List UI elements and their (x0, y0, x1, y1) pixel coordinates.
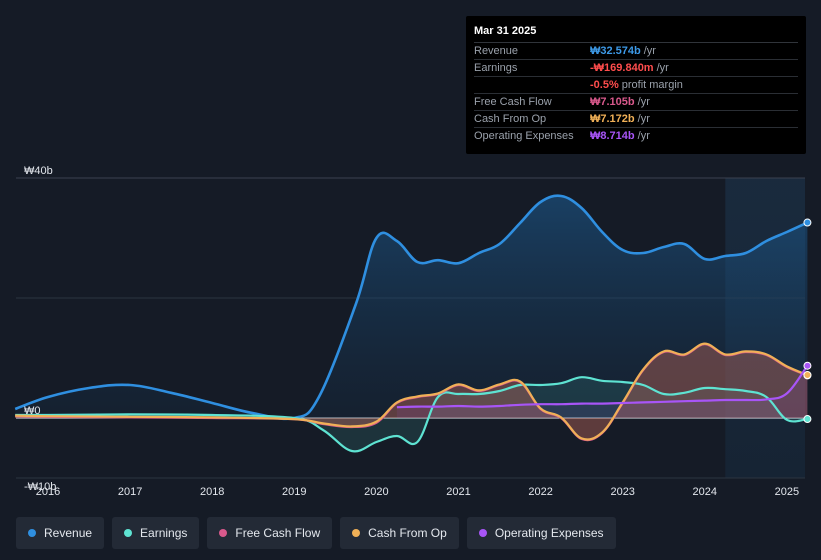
tooltip-row-unit: /yr (637, 96, 650, 108)
revenue-area (15, 195, 808, 419)
legend-label: Cash From Op (368, 526, 447, 540)
x-tick-label: 2017 (118, 486, 142, 498)
earnings-area (15, 377, 808, 452)
tooltip-row-label: Revenue (474, 45, 519, 57)
x-tick-label: 2021 (446, 486, 470, 498)
tooltip-row: -0.5% profit margin (474, 77, 798, 94)
tooltip-row-value: -0.5% (590, 79, 619, 91)
cash-from-op-area (15, 343, 808, 440)
revenue-line (14, 194, 808, 421)
tooltip-row: Free Cash Flow ₩7.105b/yr (474, 94, 798, 111)
tooltip-date: Mar 31 2025 (474, 24, 798, 43)
operating-expenses-line (396, 365, 809, 409)
y-tick-label: ₩0 (24, 405, 41, 417)
x-tick-label: 2019 (282, 486, 306, 498)
earnings-endpoint (803, 415, 812, 424)
legend-item-operating-expenses[interactable]: Operating Expenses (466, 517, 616, 549)
legend-item-earnings[interactable]: Earnings (112, 517, 200, 549)
tooltip-row-unit: profit margin (621, 79, 683, 91)
legend-dot-icon (478, 529, 487, 537)
tooltip-row-value: -₩169.840m (590, 62, 654, 74)
legend-label: Operating Expenses (494, 526, 604, 540)
x-tick-label: 2025 (775, 486, 799, 498)
x-tick-label: 2022 (528, 486, 552, 498)
cash-from-op-endpoint (803, 370, 812, 379)
tooltip-row-label: Earnings (474, 62, 518, 74)
legend-item-cash-from-op[interactable]: Cash From Op (340, 517, 459, 549)
legend-label: Revenue (44, 526, 93, 540)
x-tick-label: 2018 (200, 486, 224, 498)
legend: Revenue Earnings Free Cash Flow Cash From O… (16, 517, 616, 549)
x-tick-label: 2023 (610, 486, 634, 498)
revenue-endpoint (803, 218, 812, 227)
tooltip-row: Earnings -₩169.840m/yr (474, 60, 798, 77)
x-tick-label: 2020 (364, 486, 388, 498)
legend-dot-icon (124, 529, 133, 537)
tooltip-row-label: Cash From Op (474, 113, 547, 125)
operating-expenses-endpoint (803, 361, 812, 370)
tooltip-row: Operating Expenses ₩8.714b/yr (474, 128, 798, 144)
tooltip-row-unit: /yr (637, 113, 650, 125)
tooltip-row-label: Free Cash Flow (474, 96, 552, 108)
x-tick-label: 2024 (693, 486, 717, 498)
legend-item-free-cash-flow[interactable]: Free Cash Flow (207, 517, 333, 549)
tooltip-row-label: Operating Expenses (474, 130, 574, 142)
chart-area: ₩40b ₩0 -₩10b 2016 2017 2018 2019 2020 2021 2022… (14, 165, 812, 498)
x-tick-label: 2016 (36, 486, 60, 498)
tooltip-row-unit: /yr (643, 45, 656, 57)
legend-dot-icon (28, 529, 36, 537)
y-tick-label: -₩10b (24, 481, 56, 493)
legend-label: Free Cash Flow (235, 526, 321, 540)
tooltip-row-unit: /yr (656, 62, 669, 74)
legend-dot-icon (219, 529, 228, 537)
operating-expenses-area (396, 365, 808, 418)
tooltip-row-label (474, 77, 590, 93)
tooltip-row-value: ₩7.105b (590, 96, 635, 108)
legend-label: Earnings (140, 526, 188, 540)
tooltip-row-value: ₩32.574b (590, 45, 641, 57)
tooltip-row-value: ₩8.714b (590, 130, 635, 142)
legend-item-revenue[interactable]: Revenue (16, 517, 105, 549)
cash-from-op-line (15, 342, 808, 441)
tooltip-panel: Mar 31 2025 Revenue ₩32.574b/yr Earnings -₩… (466, 16, 806, 154)
y-tick-label: ₩40b (24, 165, 53, 177)
legend-dot-icon (352, 529, 361, 537)
tooltip-row: Cash From Op ₩7.172b/yr (474, 111, 798, 128)
tooltip-row: Revenue ₩32.574b/yr (474, 43, 798, 60)
tooltip-row-value: ₩7.172b (590, 113, 635, 125)
tooltip-row-unit: /yr (637, 130, 650, 142)
free-cash-flow-area (15, 344, 808, 441)
